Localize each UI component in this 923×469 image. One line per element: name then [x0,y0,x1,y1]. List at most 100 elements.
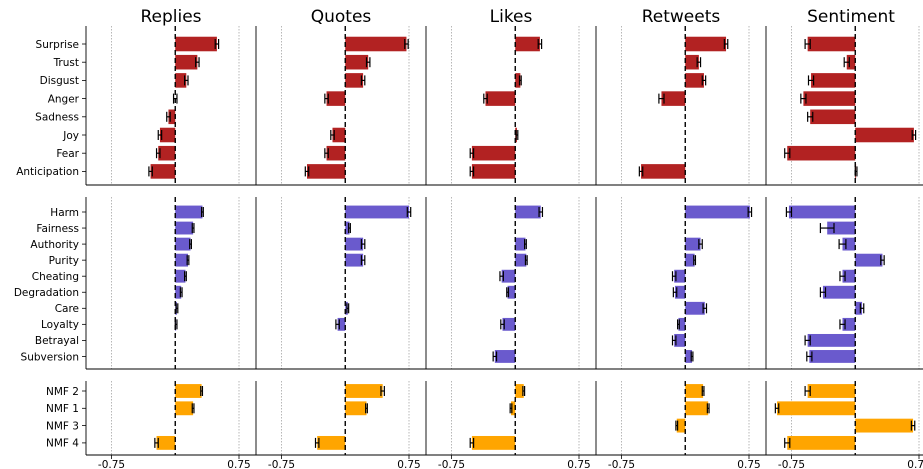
bar [345,73,364,88]
bar [317,435,346,450]
bar [345,253,364,267]
bar [811,73,856,88]
bar [685,401,709,416]
row-label-subversion: Subversion [21,351,79,363]
bar [810,109,856,125]
bar [777,401,856,416]
column-title-retweets: Retweets [642,7,721,27]
bar [842,317,856,331]
bar [855,301,863,315]
row-label-nmf-2: NMF 2 [46,386,79,398]
bar [515,205,541,219]
bar [494,350,516,363]
bar [674,269,686,283]
column-title-sentiment: Sentiment [807,7,895,27]
bar [175,54,198,70]
bar [685,54,699,70]
bar [807,36,856,52]
bar [511,401,516,416]
row-label-nmf-3: NMF 3 [46,420,79,432]
bar [345,221,350,235]
bar [345,54,369,70]
x-tick-label: 0.75 [397,459,420,469]
bar [855,127,914,143]
bar [685,36,727,52]
bar [501,269,516,283]
bar [156,435,176,450]
row-label-surprise: Surprise [36,39,79,51]
row-label-betrayal: Betrayal [35,335,79,347]
bar [822,285,856,299]
bar [674,333,686,347]
row-label-authority: Authority [30,239,79,251]
x-tick-label: -0.75 [98,459,125,469]
bar [855,418,914,433]
bar [326,145,346,161]
bar [175,401,194,416]
bar [159,127,176,143]
bar [685,301,705,315]
bar [307,164,346,179]
bar [515,36,540,52]
bar [661,91,686,106]
bar [175,269,186,283]
x-tick-label: 0.75 [907,459,923,469]
bar [515,73,521,88]
bar [175,36,217,52]
bar [175,73,187,88]
row-label-joy: Joy [62,130,79,142]
row-label-nmf-1: NMF 1 [46,403,79,415]
row-label-fear: Fear [56,148,79,160]
bar [685,253,695,267]
row-label-anticipation: Anticipation [16,166,79,178]
bar [175,285,182,299]
bar [345,384,383,398]
bar [788,205,856,219]
column-title-replies: Replies [140,7,201,27]
bar [345,205,409,219]
row-label-cheating: Cheating [32,271,79,283]
bar [685,350,693,363]
bar [803,91,856,106]
bar [807,333,856,347]
bar [641,164,686,179]
bar [471,435,516,450]
bar [175,237,191,251]
x-tick-label: -0.75 [438,459,465,469]
bar [787,435,856,450]
bar [485,91,516,106]
bar [685,237,701,251]
bar [809,350,856,363]
bar [855,253,883,267]
bar [807,384,856,398]
bar [175,221,194,235]
column-title-quotes: Quotes [311,7,372,27]
bar [175,384,202,398]
row-label-fairness: Fairness [36,223,79,235]
row-label-purity: Purity [49,255,79,267]
row-label-anger: Anger [48,93,80,105]
bar [842,269,856,283]
bar [507,285,516,299]
bar [326,91,346,106]
bar [685,384,704,398]
row-label-nmf-4: NMF 4 [46,438,79,450]
x-tick-label: -0.75 [268,459,295,469]
bar [345,237,364,251]
row-label-degradation: Degradation [14,287,79,299]
bar [168,109,176,125]
bar [678,317,686,331]
bar [515,384,524,398]
row-label-care: Care [55,303,79,315]
bar [676,418,686,433]
bar [345,401,367,416]
x-tick-label: 0.75 [567,459,590,469]
bar [515,237,526,251]
x-tick-label: 0.75 [737,459,760,469]
bar [846,54,856,70]
bar [337,317,346,331]
row-label-harm: Harm [50,207,79,219]
bar [158,145,176,161]
bar [345,36,407,52]
